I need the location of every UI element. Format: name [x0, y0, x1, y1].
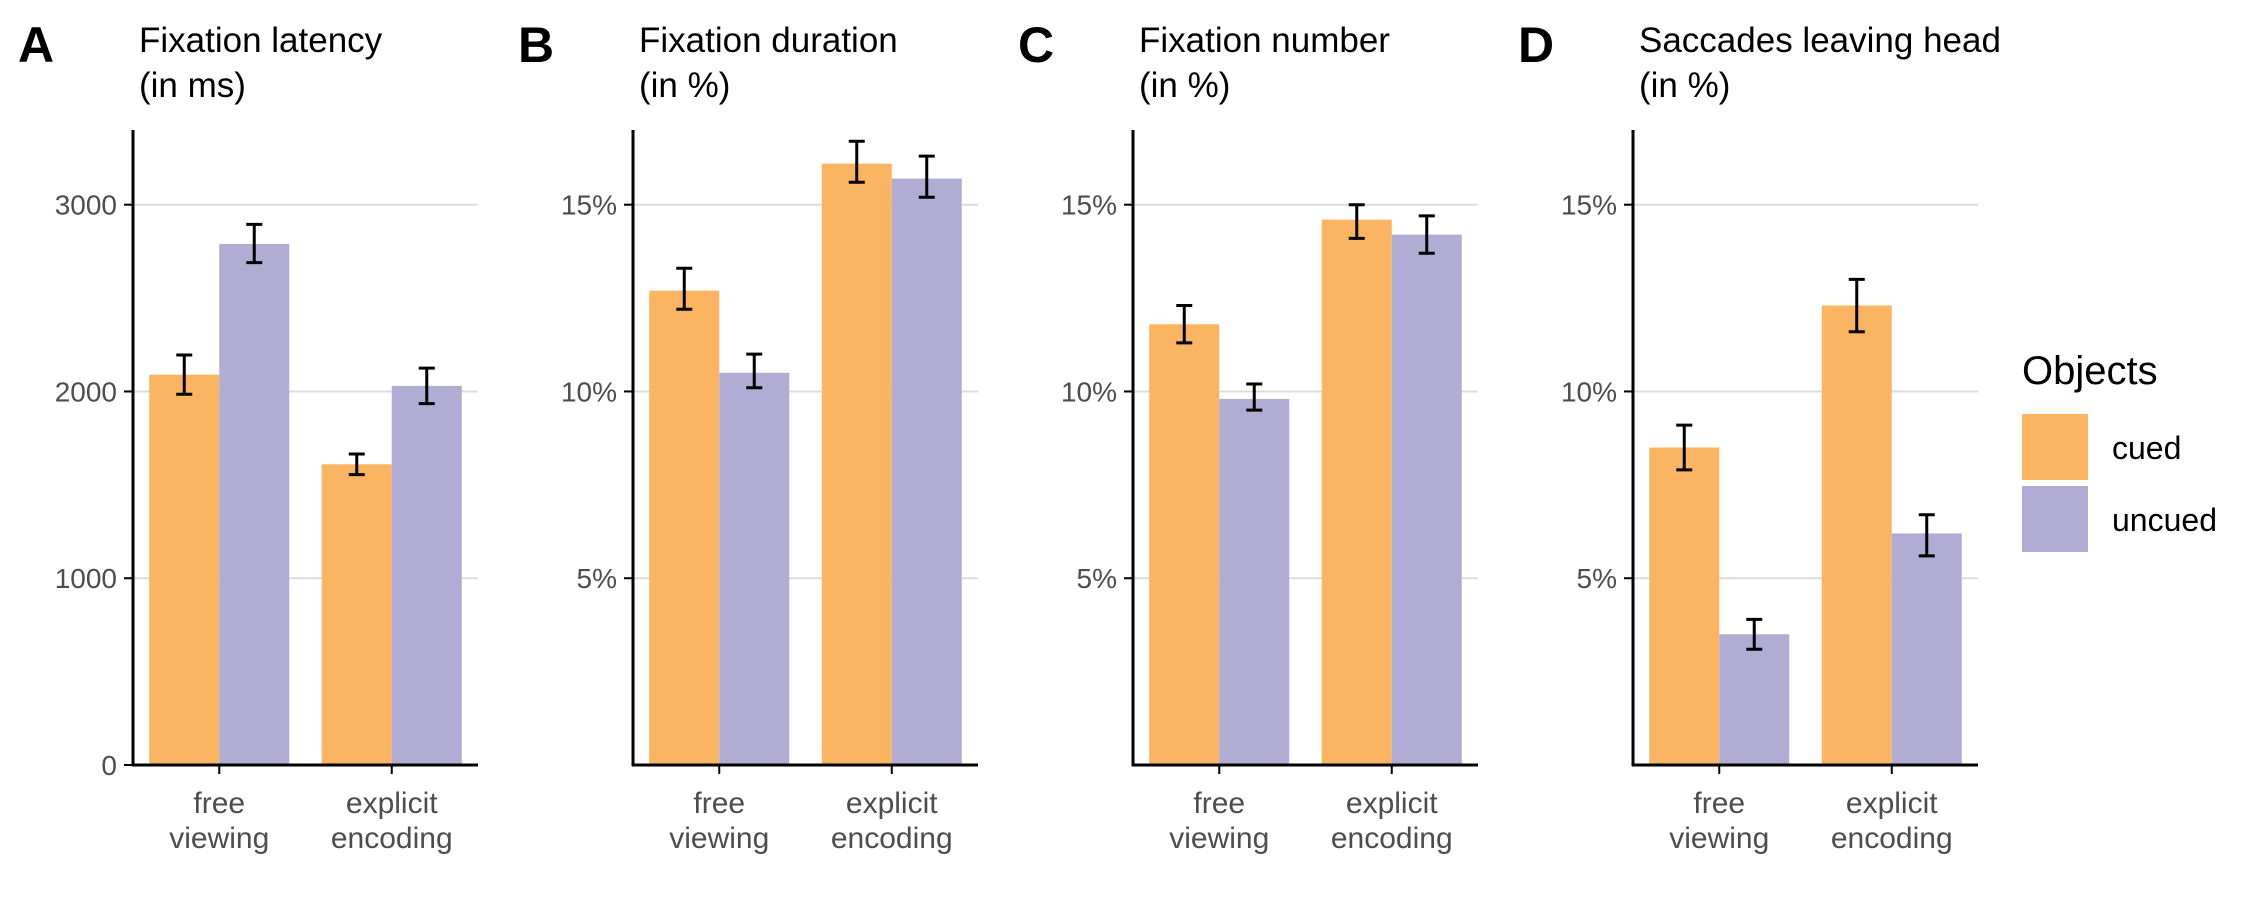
x-tick-label: free [1693, 787, 1745, 820]
bar-uncued [1891, 533, 1962, 765]
x-tick-label: viewing [1169, 822, 1269, 855]
x-tick-label: free [693, 787, 745, 820]
y-tick-label: 2000 [55, 376, 117, 407]
bar-cued [1321, 219, 1392, 765]
chart-title-line: Fixation number [1139, 21, 1390, 60]
legend-title: Objects [2022, 349, 2158, 393]
y-tick-label: 0 [101, 750, 117, 781]
x-tick-label: free [193, 787, 245, 820]
y-tick-label: 15% [561, 190, 617, 221]
y-tick-label: 15% [1061, 190, 1117, 221]
bar-cued [821, 163, 892, 765]
bar-cued [1149, 324, 1220, 765]
legend-swatch-cued [2022, 414, 2088, 480]
bar-uncued [1219, 398, 1290, 765]
bar-uncued [891, 178, 962, 765]
x-tick-label: explicit [1846, 787, 1938, 820]
x-tick-label: explicit [846, 787, 938, 820]
y-tick-label: 15% [1561, 190, 1617, 221]
y-tick-label: 5% [1577, 563, 1617, 594]
bar-cued [149, 374, 220, 765]
x-tick-label: free [1193, 787, 1245, 820]
chart-title-line: (in %) [639, 66, 730, 105]
bar-uncued [1391, 234, 1462, 765]
x-tick-label: explicit [1346, 787, 1438, 820]
panel-label: C [1018, 17, 1054, 73]
bar-cued [1821, 305, 1892, 765]
legend-label-uncued: uncued [2112, 502, 2217, 538]
legend-label-cued: cued [2112, 430, 2181, 466]
y-tick-label: 3000 [55, 190, 117, 221]
panel-label: D [1518, 17, 1554, 73]
bar-uncued [1719, 634, 1790, 765]
chart-title-line: Saccades leaving head [1639, 21, 2001, 60]
x-tick-label: encoding [831, 822, 953, 855]
chart-title-line: (in %) [1139, 66, 1230, 105]
chart-title-line: (in %) [1639, 66, 1730, 105]
y-tick-label: 5% [1077, 563, 1117, 594]
y-tick-label: 5% [577, 563, 617, 594]
chart-title-line: Fixation latency [139, 21, 383, 60]
legend-swatch-uncued [2022, 486, 2088, 552]
y-tick-label: 10% [561, 376, 617, 407]
bar-uncued [391, 385, 462, 765]
panel-label: A [18, 17, 54, 73]
bar-cued [321, 464, 392, 765]
bar-uncued [219, 243, 290, 766]
bar-cued [649, 290, 720, 765]
legend: Objects cued uncued [2022, 349, 2217, 552]
panel-label: B [518, 17, 554, 73]
y-tick-label: 10% [1061, 376, 1117, 407]
x-tick-label: viewing [1669, 822, 1769, 855]
x-tick-label: viewing [169, 822, 269, 855]
bar-cued [1649, 447, 1720, 765]
x-tick-label: encoding [331, 822, 453, 855]
chart-title-line: (in ms) [139, 66, 246, 105]
x-tick-label: viewing [669, 822, 769, 855]
y-tick-label: 10% [1561, 376, 1617, 407]
bar-uncued [719, 372, 790, 765]
chart-title-line: Fixation duration [639, 21, 898, 60]
x-tick-label: encoding [1331, 822, 1453, 855]
x-tick-label: encoding [1831, 822, 1953, 855]
x-tick-label: explicit [346, 787, 438, 820]
panels: A Fixation latency(in ms)freeviewingexpli… [18, 17, 2001, 855]
y-tick-label: 1000 [55, 563, 117, 594]
